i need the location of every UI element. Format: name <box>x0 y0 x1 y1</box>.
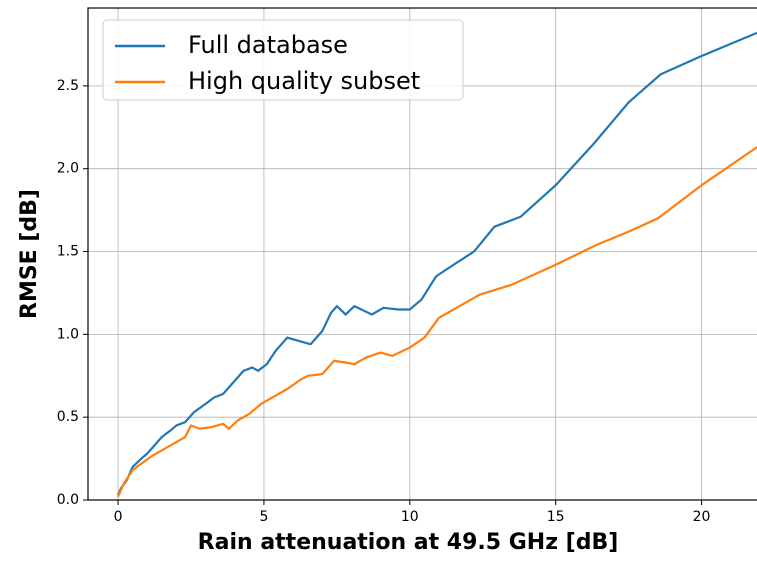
x-tick-label: 20 <box>693 509 711 525</box>
legend: Full database High quality subset <box>102 19 464 101</box>
y-tick-label: 0.5 <box>57 409 79 425</box>
x-tick-label: 0 <box>114 509 123 525</box>
y-axis-label: RMSE [dB] <box>17 189 42 319</box>
data-line <box>117 31 757 496</box>
data-line <box>117 146 757 498</box>
y-tick-label: 2.0 <box>57 161 79 177</box>
legend-label: Full database <box>188 31 348 59</box>
x-tick-label: 15 <box>547 509 565 525</box>
y-tick-label: 1.5 <box>57 244 79 260</box>
legend-label: High quality subset <box>188 67 420 95</box>
x-tick-label: 10 <box>401 509 419 525</box>
legend-box <box>102 19 464 101</box>
plot-frame <box>87 7 757 501</box>
x-tick-label: 5 <box>259 509 268 525</box>
x-axis-label: Rain attenuation at 49.5 GHz [dB] <box>198 530 619 555</box>
y-tick-label: 1.0 <box>57 326 79 342</box>
y-tick-label: 2.5 <box>57 78 79 94</box>
y-tick-label: 0.0 <box>57 492 79 508</box>
